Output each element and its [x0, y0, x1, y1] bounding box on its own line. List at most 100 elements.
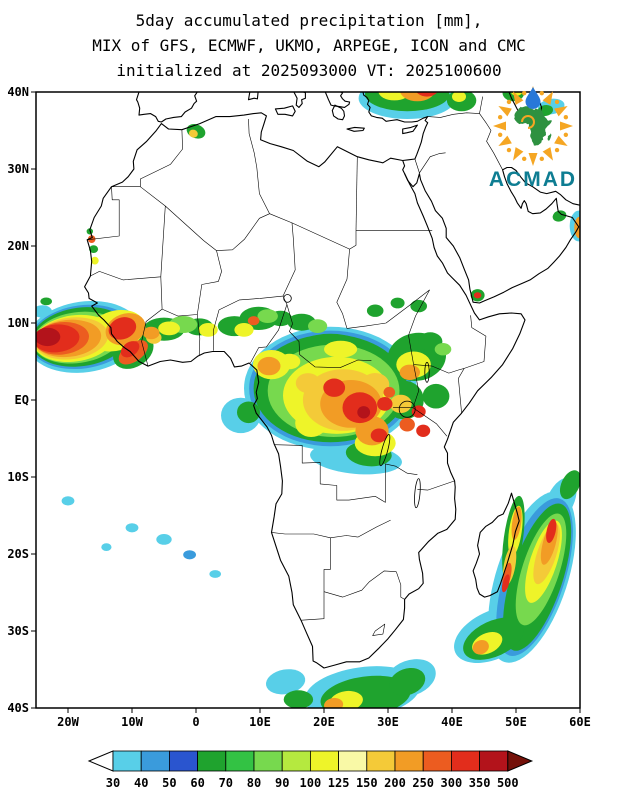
colorbar-tick-label: 60: [190, 776, 204, 790]
precip-cell: [452, 92, 466, 102]
country-border: [197, 250, 222, 315]
colorbar-segment: [197, 750, 227, 772]
lake-outline: [379, 434, 391, 467]
title-line-1: 5day accumulated precipitation [mm],: [135, 11, 483, 30]
precip-cell: [323, 378, 346, 397]
country-border: [427, 112, 480, 118]
country-border: [458, 368, 465, 414]
water-drop-icon: [525, 87, 541, 109]
country-border: [90, 205, 166, 281]
x-axis-label: 60E: [569, 715, 591, 729]
coastline: [362, 92, 429, 162]
coastline: [274, 105, 296, 117]
colorbar-segment: [253, 750, 283, 772]
precip-cell: [357, 406, 371, 419]
precip-cell: [36, 327, 61, 347]
precip-cell: [108, 317, 137, 340]
colorbar-segment: [168, 750, 198, 772]
country-border: [256, 167, 270, 214]
precip-cell: [36, 305, 52, 318]
precip-cell: [188, 129, 198, 138]
colorbar-tick-label: 200: [384, 776, 406, 790]
colorbar-segment: [281, 750, 311, 772]
colorbar-tick-label: 40: [134, 776, 148, 790]
colorbar-segment: [450, 750, 480, 772]
precip-cell: [377, 397, 393, 411]
lake-outline: [424, 361, 430, 383]
y-axis-label: 30S: [7, 624, 29, 638]
precip-cell: [383, 386, 396, 398]
coastline: [324, 92, 351, 108]
colorbar: 30 40 50 60 70 80 90 100 125 150 200 250 300 350 500: [87, 750, 534, 790]
precip-cell: [390, 297, 405, 309]
country-border: [419, 152, 446, 174]
country-border: [274, 444, 349, 501]
y-axis-label: 40S: [7, 701, 29, 715]
precip-cell: [295, 373, 321, 394]
precip-cell: [61, 496, 75, 506]
colorbar-tick-label: 250: [412, 776, 434, 790]
country-border: [393, 364, 419, 408]
precip-cell: [209, 570, 221, 578]
country-border: [213, 309, 220, 351]
country-border: [408, 289, 430, 365]
colorbar-segment: [112, 750, 142, 772]
country-border: [248, 118, 258, 168]
precip-cell: [501, 574, 510, 593]
precip-cell: [40, 297, 52, 306]
country-border: [413, 364, 465, 374]
colorbar-segment: [309, 750, 339, 772]
x-axis-label: 30E: [377, 715, 399, 729]
precip-cell: [120, 341, 140, 358]
x-axis-label: 0: [192, 715, 199, 729]
lake-outline: [414, 478, 421, 509]
colorbar-segment: [140, 750, 170, 772]
y-axis-label: 20N: [7, 239, 29, 253]
precip-cell: [125, 523, 139, 533]
colorbar-segment: [479, 750, 509, 772]
madagascar-silhouette-icon: [547, 133, 552, 141]
country-border: [479, 96, 483, 114]
precip-cell: [158, 321, 180, 336]
precip-cell: [247, 316, 260, 326]
x-axis-label: 20E: [313, 715, 335, 729]
country-border: [412, 407, 448, 437]
precip-cell: [422, 383, 450, 409]
acmad-logo: ACMAD: [468, 84, 598, 192]
precip-cell: [89, 245, 99, 253]
x-axis-label: 10W: [121, 715, 143, 729]
precip-cell: [370, 428, 388, 443]
precip-cell: [552, 210, 567, 222]
colorbar-tick-label: 100: [300, 776, 322, 790]
precip-cell: [237, 401, 260, 424]
colorbar-segment: [338, 750, 368, 772]
colorbar-underflow-arrow: [87, 750, 114, 772]
precip-cell: [434, 343, 452, 356]
precip-cell: [389, 667, 426, 696]
country-border: [414, 158, 420, 173]
colorbar-segment: [225, 750, 255, 772]
precip-cell: [400, 92, 435, 102]
precip-cell: [142, 326, 160, 340]
country-border: [396, 571, 405, 600]
colorbar-tick-label: 500: [497, 776, 519, 790]
precip-cell: [265, 669, 306, 695]
coastline: [331, 104, 346, 121]
precip-cell: [546, 518, 557, 543]
swirl-icon: [521, 115, 535, 129]
y-axis-label: 10S: [7, 470, 29, 484]
colorbar-tick-label: 30: [106, 776, 120, 790]
country-border: [141, 276, 163, 367]
colorbar-tick-label: 150: [356, 776, 378, 790]
country-border: [348, 463, 386, 503]
precip-cell: [283, 690, 314, 708]
colorbar-overflow-arrow: [507, 750, 534, 772]
y-axis-label: 20S: [7, 547, 29, 561]
country-border: [346, 289, 430, 329]
precip-cell: [101, 543, 112, 551]
coastline: [404, 166, 580, 304]
lake-outline: [398, 400, 416, 418]
colorbar-tick-label: 350: [469, 776, 491, 790]
lake-outline: [283, 294, 292, 303]
